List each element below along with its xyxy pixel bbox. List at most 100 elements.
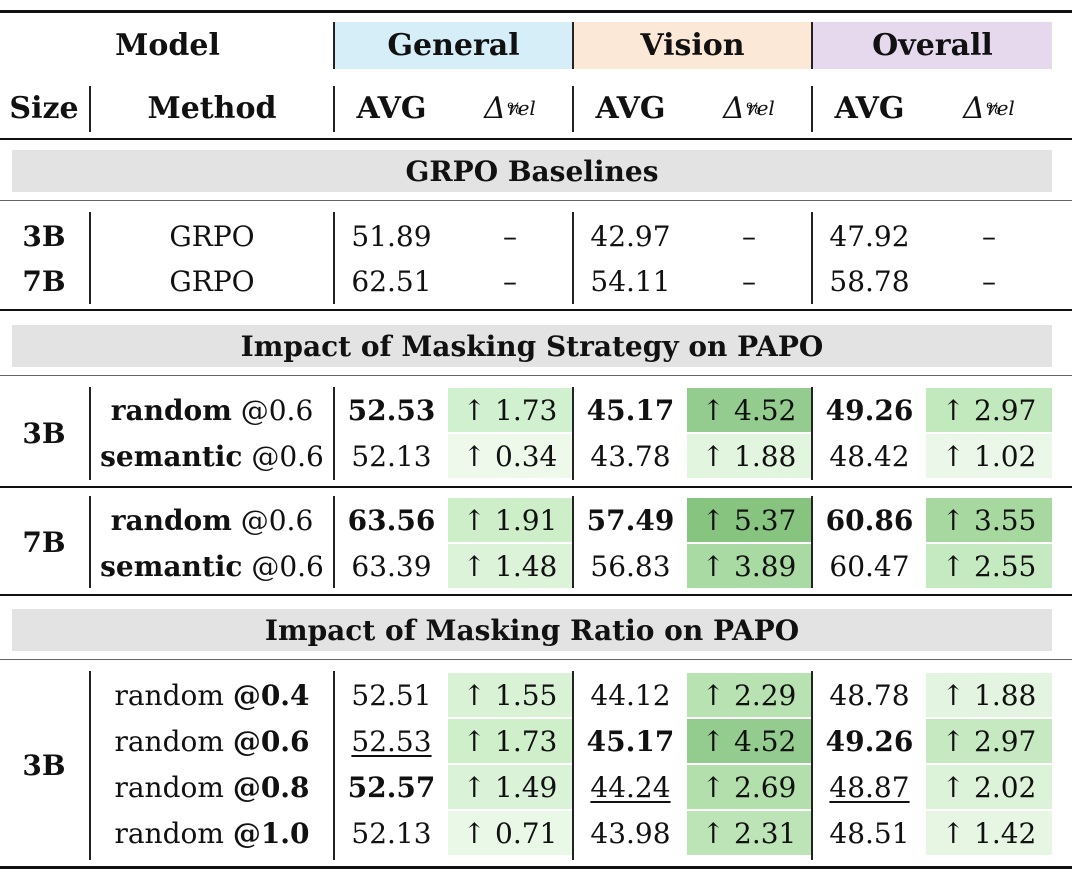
general-avg-cell: 52.13 (351, 816, 432, 850)
header-overall: Overall (813, 22, 1052, 69)
method-cell: GRPO (169, 219, 255, 253)
vision-avg-cell: 43.98 (590, 816, 671, 850)
general-delta-cell: ↑ 1.48 (448, 544, 572, 588)
vision-delta-cell: ↑ 2.31 (687, 811, 811, 855)
vline-r3-vision (572, 671, 574, 860)
overall-avg-cell: 48.87 (829, 770, 910, 804)
vline-header-vision (572, 22, 574, 69)
band1-rule (0, 200, 1072, 201)
vline-s3-size (89, 387, 91, 480)
overall-avg-cell: 47.92 (829, 219, 910, 253)
vline-h2-overall (811, 86, 813, 132)
strategy-mid-rule (0, 486, 1072, 488)
vision-avg-cell: 43.78 (590, 439, 671, 473)
general-delta-cell: ↑ 1.49 (448, 765, 572, 809)
overall-delta-cell: – (982, 264, 996, 298)
general-avg-cell: 52.53 (351, 724, 432, 758)
grpo-bottom-rule (0, 309, 1072, 311)
vline-grpo-vision (572, 212, 574, 304)
overall-delta-cell: ↑ 2.97 (926, 388, 1052, 432)
vision-delta-cell: – (742, 264, 756, 298)
vision-avg-cell: 54.11 (590, 264, 671, 298)
section-masking-ratio: Impact of Masking Ratio on PAPO (12, 609, 1052, 651)
overall-avg-cell: 49.26 (825, 393, 914, 427)
vline-grpo-general (333, 212, 335, 304)
vline-s3-overall (811, 387, 813, 480)
vline-grpo-overall (811, 212, 813, 304)
overall-delta-cell: ↑ 1.02 (926, 434, 1052, 478)
strategy-bottom-rule (0, 594, 1072, 596)
vision-avg-cell: 45.17 (586, 393, 675, 427)
size-cell: 7B (22, 264, 66, 298)
size-cell: 7B (22, 525, 66, 559)
general-avg-cell: 52.53 (347, 393, 436, 427)
size-cell: 3B (22, 219, 66, 253)
vision-delta-cell: ↑ 3.89 (687, 544, 811, 588)
general-delta-cell: ↑ 1.73 (448, 719, 572, 763)
vline-s7-size (89, 496, 91, 588)
vision-delta-cell: ↑ 4.52 (687, 388, 811, 432)
header-vision-avg: AVG (595, 90, 666, 126)
method-cell: random @0.8 (114, 770, 310, 804)
overall-avg-cell: 49.26 (825, 724, 914, 758)
vision-avg-cell: 57.49 (586, 503, 675, 537)
vline-s7-vision (572, 496, 574, 588)
vline-s3-vision (572, 387, 574, 480)
top-rule (0, 10, 1072, 13)
header-overall-avg: AVG (834, 90, 905, 126)
general-delta-cell: ↑ 1.91 (448, 498, 572, 542)
general-avg-cell: 62.51 (351, 264, 432, 298)
overall-avg-cell: 48.51 (829, 816, 910, 850)
overall-delta-cell: ↑ 2.02 (926, 765, 1052, 809)
general-delta-cell: ↑ 0.34 (448, 434, 572, 478)
overall-avg-cell: 58.78 (829, 264, 910, 298)
general-delta-cell: – (503, 219, 517, 253)
header-general-avg: AVG (356, 90, 427, 126)
vision-avg-cell: 45.17 (586, 724, 675, 758)
method-cell: semantic @0.6 (100, 549, 324, 583)
vline-h2-vision (572, 86, 574, 132)
method-cell: random @0.6 (110, 503, 314, 537)
method-cell: random @0.4 (114, 678, 310, 712)
general-avg-cell: 63.39 (351, 549, 432, 583)
general-delta-cell: – (503, 264, 517, 298)
size-cell: 3B (22, 417, 66, 450)
general-delta-cell: ↑ 0.71 (448, 811, 572, 855)
overall-avg-cell: 48.78 (829, 678, 910, 712)
header-sep-rule (0, 138, 1072, 140)
overall-delta-cell: ↑ 1.88 (926, 673, 1052, 717)
general-delta-cell: ↑ 1.73 (448, 388, 572, 432)
method-cell: GRPO (169, 264, 255, 298)
vline-s7-general (333, 496, 335, 588)
general-avg-cell: 52.13 (351, 439, 432, 473)
header-general-delta: Δ% rel (484, 90, 536, 126)
vline-header-general (333, 22, 335, 69)
band2-rule (0, 375, 1072, 376)
general-delta-cell: ↑ 1.55 (448, 673, 572, 717)
header-vision: Vision (574, 22, 811, 69)
overall-delta-cell: ↑ 2.55 (926, 544, 1052, 588)
overall-delta-cell: ↑ 3.55 (926, 498, 1052, 542)
vline-h2-size (89, 86, 91, 132)
bottom-rule (0, 866, 1072, 869)
vision-delta-cell: ↑ 2.69 (687, 765, 811, 809)
vision-delta-cell: ↑ 2.29 (687, 673, 811, 717)
header-method: Method (147, 90, 277, 126)
vline-s3-general (333, 387, 335, 480)
vision-avg-cell: 44.24 (590, 770, 671, 804)
header-model: Model (115, 28, 220, 63)
overall-avg-cell: 60.47 (829, 549, 910, 583)
vision-delta-cell: – (742, 219, 756, 253)
method-cell: random @0.6 (114, 724, 310, 758)
header-general: General (335, 22, 572, 69)
overall-avg-cell: 48.42 (829, 439, 910, 473)
size-cell: 3B (22, 749, 66, 782)
vline-header-overall (811, 22, 813, 69)
vision-delta-cell: ↑ 1.88 (687, 434, 811, 478)
general-avg-cell: 52.51 (351, 678, 432, 712)
vision-avg-cell: 42.97 (590, 219, 671, 253)
overall-delta-cell: ↑ 1.42 (926, 811, 1052, 855)
vline-r3-general (333, 671, 335, 860)
vision-avg-cell: 44.12 (590, 678, 671, 712)
